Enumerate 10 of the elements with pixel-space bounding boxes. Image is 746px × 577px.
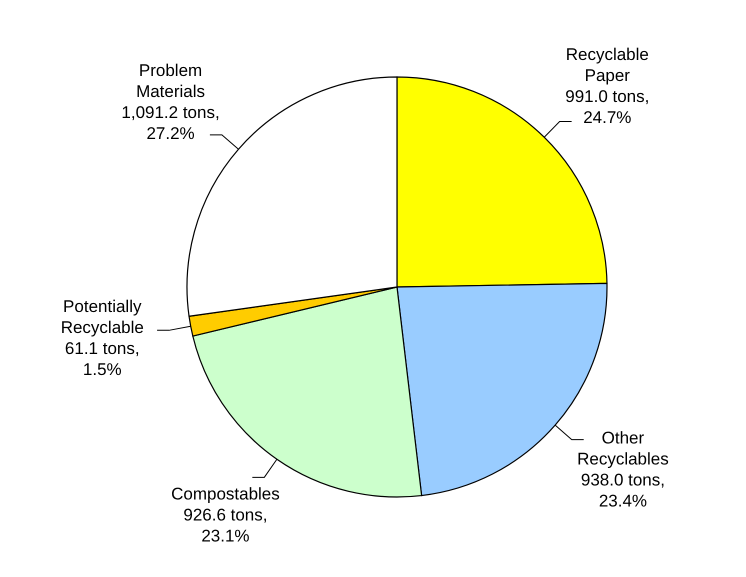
- data-label: 991.0 tons, 24.7%: [565, 87, 650, 128]
- slice-label: Other Recyclables: [577, 429, 669, 470]
- data-label: 61.1 tons, 1.5%: [64, 339, 140, 380]
- data-label: 1,091.2 tons, 27.2%: [121, 103, 220, 144]
- data-label: 926.6 tons, 23.1%: [183, 506, 268, 546]
- slice-label: Compostables: [171, 485, 280, 504]
- slice-label: Problem Materials: [136, 61, 206, 102]
- slice-label: Recyclable Paper: [566, 45, 649, 86]
- slice-label: Potentially Recyclable: [60, 297, 144, 338]
- data-label: 938.0 tons, 23.4%: [580, 471, 665, 512]
